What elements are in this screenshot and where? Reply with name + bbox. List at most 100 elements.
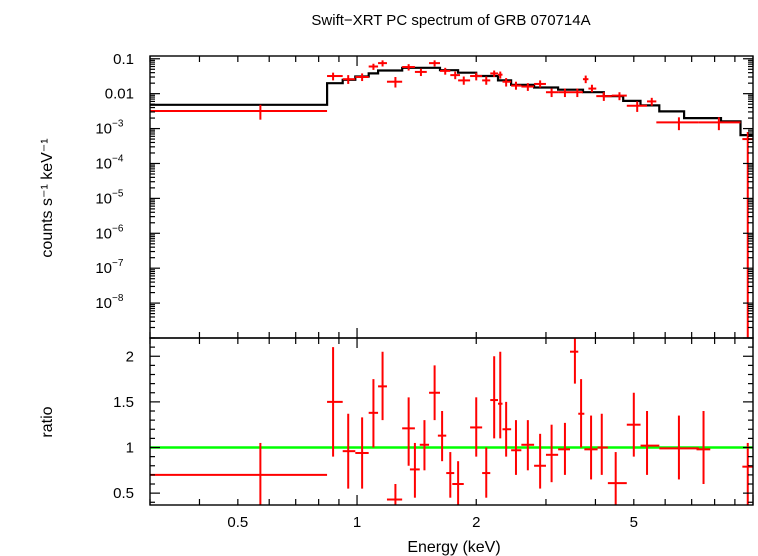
ratio-point [368, 379, 379, 448]
y-tick-label: 10 [95, 155, 112, 172]
ratio-point [386, 484, 403, 505]
ratio-point [569, 338, 579, 384]
data-point [626, 101, 648, 112]
ratio-point [545, 424, 559, 483]
y-tick-exponent: −5 [112, 188, 124, 199]
ratio-point [521, 420, 535, 471]
data-point [450, 71, 461, 80]
ratio-point [607, 452, 627, 505]
ratio-point [558, 422, 570, 475]
ratio-point [402, 397, 415, 466]
ratio-point [327, 347, 343, 457]
data-point [545, 88, 559, 98]
ratio-point [150, 442, 328, 505]
ratio-point [452, 461, 464, 505]
data-point [521, 83, 535, 91]
data-point [498, 71, 503, 79]
y-tick-label: 1 [126, 440, 134, 457]
data-series [150, 60, 753, 338]
ratio-point [482, 447, 491, 498]
data-point [458, 76, 471, 85]
ratio-point [342, 413, 356, 489]
ratio-point [578, 379, 585, 448]
data-point [470, 72, 483, 81]
y-tick-label: 0.1 [113, 51, 134, 68]
data-point [569, 88, 583, 98]
ratio-panel: 0.5 1 2 5 0.5 1 1.5 2 [113, 337, 754, 531]
data-point [534, 80, 546, 88]
data-point [355, 73, 369, 82]
spectrum-frame [149, 55, 754, 339]
ratio-axes: 0.5 1 2 5 0.5 1 1.5 2 [113, 337, 754, 531]
data-point [611, 92, 627, 101]
data-point [511, 81, 522, 90]
x-tick-label: 5 [630, 514, 638, 531]
y-tick-label: 0.5 [113, 485, 134, 502]
data-point [656, 117, 699, 131]
ratio-point [419, 420, 430, 471]
data-point [490, 70, 499, 78]
ratio-point [742, 442, 753, 505]
data-point [439, 67, 451, 75]
model-series [150, 66, 753, 137]
ratio-point [534, 433, 546, 489]
ratio-point [355, 417, 369, 489]
ratio-point [429, 365, 440, 421]
data-point [386, 77, 403, 88]
data-point [698, 117, 741, 131]
ratio-point [490, 356, 499, 439]
x-tick-label: 1 [353, 514, 361, 531]
ratio-point [378, 351, 387, 421]
data-point [368, 63, 379, 70]
data-point [582, 75, 589, 84]
ratio-point [696, 411, 711, 485]
ratio-point [626, 392, 641, 457]
data-point [342, 75, 356, 84]
ratio-point [437, 411, 447, 462]
ratio-point [498, 351, 503, 439]
data-point [647, 97, 657, 106]
y-tick-label: 10 [95, 121, 112, 138]
ratio-point [659, 415, 699, 480]
data-point [378, 60, 387, 67]
y-tick-exponent: −4 [112, 153, 124, 164]
ratio-frame [149, 337, 754, 506]
data-point [596, 92, 612, 101]
data-point [588, 84, 597, 93]
ratio-point [502, 401, 512, 457]
ratio-point [511, 420, 522, 475]
ratio-point [584, 415, 598, 480]
data-point [414, 68, 427, 77]
ratio-series [150, 338, 753, 505]
ratio-point [446, 452, 455, 498]
ratio-point [597, 413, 608, 475]
ratio-point [640, 411, 660, 475]
top-y-axis-label: counts s⁻¹ keV⁻¹ [39, 138, 56, 257]
y-tick-label: 10 [95, 295, 112, 312]
x-axis-label: Energy (keV) [407, 539, 500, 556]
x-tick-label: 0.5 [227, 514, 248, 531]
bottom-y-axis-label: ratio [39, 406, 56, 437]
y-tick-label: 10 [95, 225, 112, 242]
y-tick-exponent: −7 [112, 258, 124, 269]
data-point [429, 60, 440, 67]
model-step-line [150, 66, 753, 137]
data-point [482, 76, 491, 85]
y-tick-exponent: −3 [112, 119, 124, 130]
data-point [150, 104, 328, 120]
data-point [558, 88, 570, 98]
ratio-point [470, 397, 483, 457]
y-tick-label: 0.01 [105, 86, 134, 103]
y-tick-exponent: −8 [112, 293, 124, 304]
y-tick-label: 10 [95, 190, 112, 207]
ratio-point [409, 442, 420, 498]
x-tick-label: 2 [472, 514, 480, 531]
data-point [402, 64, 415, 71]
y-tick-label: 1.5 [113, 394, 134, 411]
chart-title: Swift−XRT PC spectrum of GRB 070714A [311, 12, 590, 29]
y-tick-label: 2 [126, 348, 134, 365]
data-point [327, 72, 343, 81]
